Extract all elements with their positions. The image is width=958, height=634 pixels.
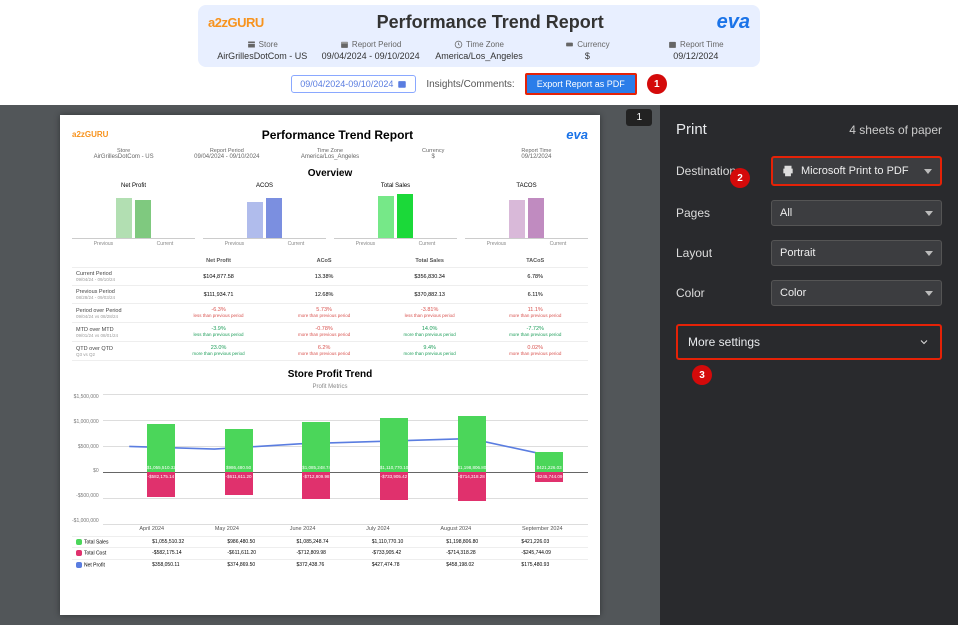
calendar-icon [668,40,677,49]
metrics-table: Net ProfitACoSTotal SalesTACoS Current P… [72,255,588,361]
logo-eva: eva [717,11,750,34]
chevron-down-icon [925,291,933,296]
preview-logo-left: a2zGURU [72,130,108,139]
color-label: Color [676,286,771,300]
color-select[interactable]: Color [771,280,942,306]
overview-mini-charts: Net ProfitPreviousCurrent ACOSPreviousCu… [72,183,588,247]
trend-legend-table: Total Sales$1,055,510.32$986,480.50$1,08… [72,536,588,570]
report-banner: a2zGURU Performance Trend Report eva Sto… [198,5,760,67]
more-settings-toggle[interactable]: More settings [676,324,942,360]
currency-icon [565,40,574,49]
chevron-down-icon [924,169,932,174]
calendar-icon [340,40,349,49]
calendar-icon [397,79,407,89]
step-marker-2: 2 [730,168,750,188]
printer-icon [781,164,795,178]
logo-a2zguru: a2zGURU [208,15,264,30]
print-preview-pane: 1 a2zGURU Performance Trend Report eva S… [0,105,660,625]
step-marker-1: 1 [647,74,667,94]
step-marker-3: 3 [692,365,712,385]
chevron-down-icon [918,336,930,348]
report-title: Performance Trend Report [264,12,717,33]
page-indicator: 1 [626,109,652,126]
layout-select[interactable]: Portrait [771,240,942,266]
clock-icon [454,40,463,49]
date-range-text: 09/04/2024-09/10/2024 [300,79,393,89]
insights-label: Insights/Comments: [426,79,514,90]
meta-report-time: Report Time 09/12/2024 [642,40,750,61]
preview-logo-right: eva [566,127,588,142]
date-range-picker[interactable]: 09/04/2024-09/10/2024 [291,75,416,93]
store-icon [247,40,256,49]
meta-period: Report Period 09/04/2024 - 09/10/2024 [316,40,424,61]
pages-select[interactable]: All [771,200,942,226]
action-bar: 09/04/2024-09/10/2024 Insights/Comments:… [0,73,958,101]
sheet-count: 4 sheets of paper [849,123,942,137]
layout-label: Layout [676,246,771,260]
export-pdf-button[interactable]: Export Report as PDF [525,73,637,95]
meta-currency: Currency $ [533,40,641,61]
print-dialog: Print 4 sheets of paper Destination 2 Mi… [660,105,958,625]
preview-page: a2zGURU Performance Trend Report eva Sto… [60,115,600,615]
overview-heading: Overview [72,168,588,179]
destination-select[interactable]: Microsoft Print to PDF [771,156,942,186]
chevron-down-icon [925,211,933,216]
preview-title: Performance Trend Report [262,128,413,142]
pages-label: Pages [676,206,771,220]
print-title: Print [676,121,707,138]
destination-label: Destination [676,164,771,178]
meta-timezone: Time Zone America/Los_Angeles [425,40,533,61]
profit-trend-chart: Store Profit Trend Profit Metrics $1,500… [72,369,588,570]
meta-store: Store AirGrillesDotCom - US [208,40,316,61]
chevron-down-icon [925,251,933,256]
